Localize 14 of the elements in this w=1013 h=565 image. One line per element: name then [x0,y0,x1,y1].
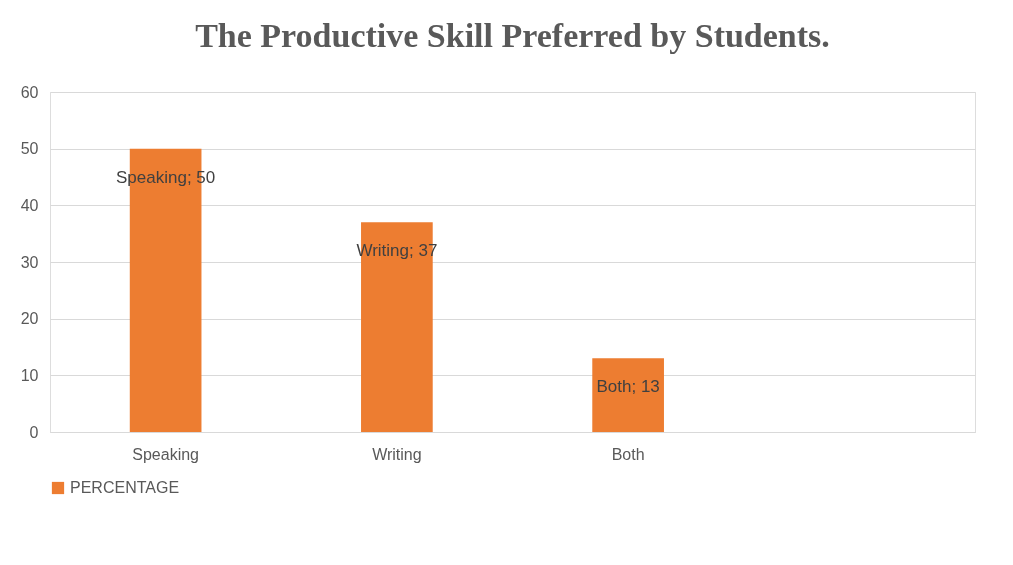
y-tick-label: 10 [20,366,39,384]
chart-title: The Productive Skill Preferred by Students. [195,17,830,54]
x-tick-label: Writing [372,445,422,463]
data-label: Both; 13 [596,377,660,397]
y-tick-label: 20 [20,310,39,328]
y-tick-label: 0 [29,423,39,441]
x-tick-label: Both [611,445,645,463]
bar [592,358,664,432]
x-tick-label: Speaking [132,445,199,463]
y-tick-label: 30 [20,253,39,271]
y-tick-label: 50 [20,140,39,158]
legend-label: PERCENTAGE [70,479,180,496]
y-tick-label: 60 [20,83,39,101]
y-tick-label: 40 [20,196,39,214]
